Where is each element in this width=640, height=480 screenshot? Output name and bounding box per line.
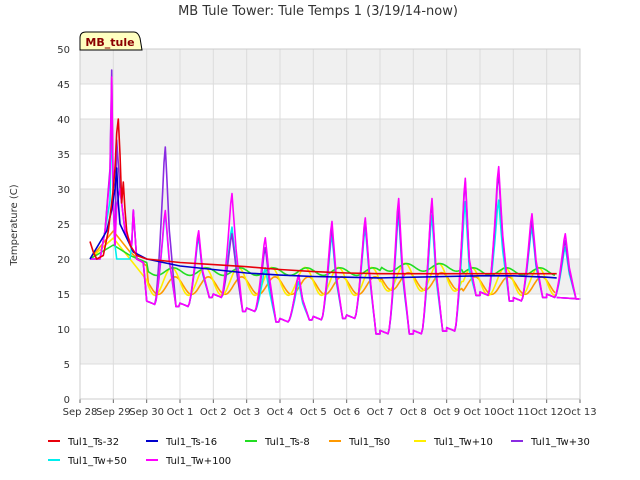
y-tick-label: 5 <box>64 360 70 371</box>
y-tick-label: 50 <box>57 45 70 56</box>
series-line-tul1-ts-32 <box>89 118 557 275</box>
legend-label: Tul1_Tw+10 <box>433 437 493 448</box>
y-tick-label: 15 <box>57 290 70 301</box>
legend-label: Tul1_Tw+50 <box>67 456 127 467</box>
x-tick-label: Oct 1 <box>167 407 194 418</box>
x-tick-label: Oct 3 <box>233 407 260 418</box>
y-tick-label: 35 <box>57 150 70 161</box>
legend-item: Tul1_Ts-8 <box>245 437 310 448</box>
x-tick-label: Oct 9 <box>433 407 460 418</box>
site-badge: MB_tule <box>79 31 143 51</box>
badge-label: MB_tule <box>85 36 134 49</box>
legend-label: Tul1_Ts0 <box>348 437 390 448</box>
legend-item: Tul1_Tw+50 <box>48 456 127 467</box>
y-axis-title: Temperature (C) <box>9 184 20 266</box>
x-tick-label: Oct 12 <box>530 407 563 418</box>
plot-band <box>80 329 580 364</box>
x-tick-label: Sep 28 <box>63 407 98 418</box>
series-line-tul1-ts0 <box>89 230 556 296</box>
legend-label: Tul1_Tw+30 <box>530 437 590 448</box>
plot-band <box>80 189 580 224</box>
plot-band <box>80 49 580 84</box>
x-tick-label: Sep 30 <box>129 407 164 418</box>
x-tick-label: Oct 2 <box>200 407 227 418</box>
x-tick-label: Oct 13 <box>563 407 596 418</box>
series-line-tul1-ts-16 <box>89 167 557 279</box>
legend-label: Tul1_Ts-16 <box>165 437 217 448</box>
y-tick-label: 25 <box>57 220 70 231</box>
x-tick-label: Oct 5 <box>300 407 327 418</box>
x-tick-label: Oct 10 <box>463 407 496 418</box>
badge-shape <box>79 31 143 51</box>
legend-item: Tul1_Ts-16 <box>146 437 217 448</box>
y-tick-label: 45 <box>57 80 70 91</box>
legend-label: Tul1_Ts-32 <box>67 437 119 448</box>
legend-item: Tul1_Tw+10 <box>414 437 493 448</box>
legend-item: Tul1_Ts0 <box>329 437 390 448</box>
legend-label: Tul1_Tw+100 <box>165 456 231 467</box>
y-tick-label: 20 <box>57 255 70 266</box>
series-layer <box>89 69 581 335</box>
x-tick-label: Oct 11 <box>497 407 530 418</box>
plot-band <box>80 119 580 154</box>
series-line-tul1-tw-100 <box>90 76 581 335</box>
x-tick-label: Oct 7 <box>367 407 394 418</box>
x-tick-label: Oct 6 <box>333 407 360 418</box>
legend: Tul1_Ts-32 Tul1_Ts-16 Tul1_Ts-8 Tul1_Ts0 Tul… <box>48 437 590 467</box>
y-tick-label: 0 <box>64 395 70 406</box>
x-tick-label: Sep 29 <box>96 407 131 418</box>
plot-frame <box>79 48 581 400</box>
x-tick-label: Oct 4 <box>267 407 294 418</box>
y-tick-label: 10 <box>57 325 70 336</box>
legend-item: Tul1_Tw+100 <box>146 456 231 467</box>
y-tick-label: 30 <box>57 185 70 196</box>
chart-title: MB Tule Tower: Tule Temps 1 (3/19/14-now… <box>178 4 458 19</box>
x-tick-label: Oct 8 <box>400 407 427 418</box>
legend-item: Tul1_Tw+30 <box>511 437 590 448</box>
y-tick-label: 40 <box>57 115 70 126</box>
legend-item: Tul1_Ts-32 <box>48 437 119 448</box>
legend-label: Tul1_Ts-8 <box>264 437 310 448</box>
